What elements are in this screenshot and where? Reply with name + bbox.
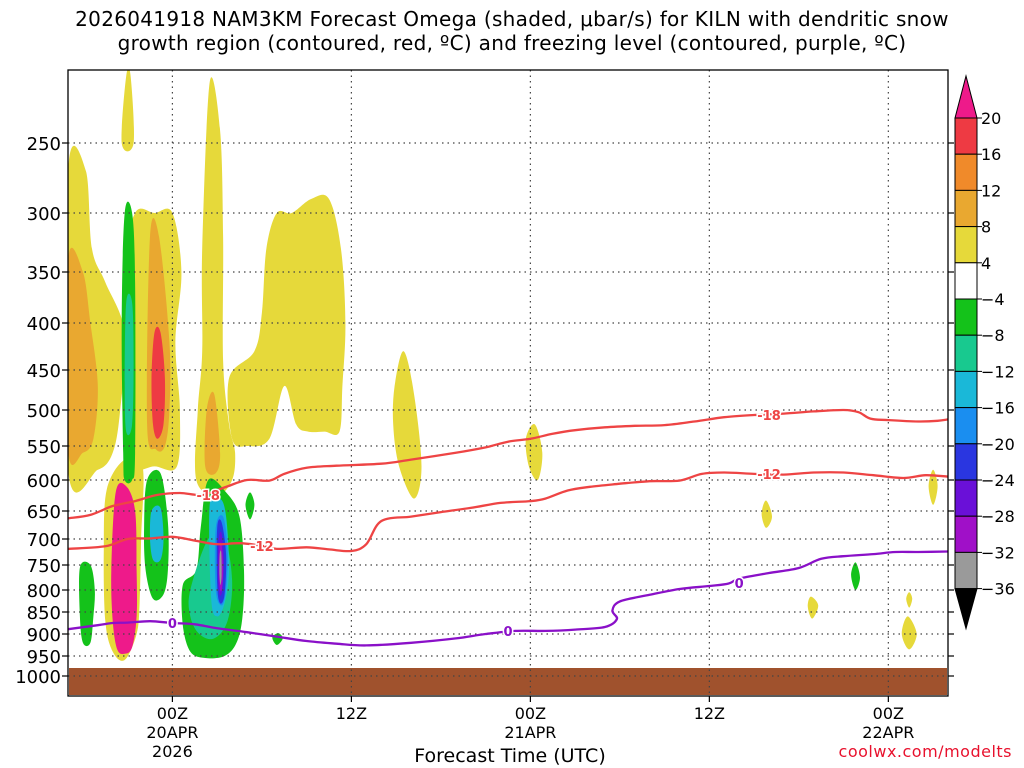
dgz-minus18-line (67, 408, 949, 520)
omega-region-20 (111, 482, 138, 655)
y-tick-label: 950 (27, 647, 61, 668)
omega-region-15 (204, 391, 221, 475)
freezing-level-label: 0 (168, 617, 177, 632)
colorbar-label: −28 (981, 507, 1015, 526)
y-tick-label: 300 (27, 204, 61, 225)
omega-region-9 (807, 596, 819, 619)
y-tick-label: 900 (27, 625, 61, 646)
colorbar-label: −36 (981, 580, 1015, 599)
credit-link[interactable]: coolwx.com/modelts (838, 742, 1012, 761)
omega-region-11 (906, 592, 913, 608)
y-tick-label: 700 (27, 530, 61, 551)
dgz-minus12-line (67, 471, 949, 553)
omega-region-30 (219, 550, 222, 585)
y-tick-label: 500 (27, 401, 61, 422)
y-tick-label: 800 (27, 581, 61, 602)
colorbar-label: 8 (981, 218, 991, 237)
omega-region-4 (121, 70, 134, 152)
colorbar: 20 16 12 8 4 −4 −8 −12 −16 −20 −24 −28 −32 −36 (954, 74, 1015, 631)
y-tick-label: 350 (27, 263, 61, 284)
dgz-minus12-label: -12 (757, 468, 781, 483)
omega-region-7 (525, 424, 543, 481)
y-tick-label: 400 (27, 314, 61, 335)
x-tick-label: 00Z (873, 704, 904, 723)
axes: 2503003504004505005506006507007508008509… (15, 69, 954, 761)
colorbar-swatch-11 (954, 515, 978, 553)
omega-region-12 (928, 469, 938, 505)
omega-region-19 (79, 561, 95, 647)
colorbar-label: −4 (981, 290, 1005, 309)
colorbar-swatch-12 (954, 551, 978, 590)
y-tick-label: 550 (27, 437, 61, 458)
y-tick-label: 600 (27, 471, 61, 492)
colorbar-top-arrow (954, 74, 978, 119)
omega-region-31 (245, 492, 255, 520)
x-tick-label: 00Z (515, 704, 546, 723)
colorbar-swatch-10 (954, 479, 978, 517)
freezing-level-label: 0 (735, 577, 744, 592)
omega-region-22 (149, 505, 164, 563)
colorbar-swatch-6 (954, 334, 978, 372)
omega-region-32 (272, 633, 283, 646)
colorbar-bottom-arrow (954, 588, 978, 631)
omega-region-14 (151, 326, 166, 439)
omega-region-3 (194, 77, 236, 496)
y-tick-label: 850 (27, 603, 61, 624)
colorbar-swatch-3 (954, 226, 978, 264)
x-axis-title: Forecast Time (UTC) (414, 745, 606, 767)
x-tick-label: 20APR (146, 723, 198, 742)
ground (69, 668, 947, 695)
x-tick-label: 12Z (694, 704, 725, 723)
colorbar-swatch-7 (954, 370, 978, 409)
colorbar-label: −16 (981, 399, 1015, 418)
freezing-level-label: 0 (503, 625, 512, 640)
x-tick-label: 00Z (157, 704, 188, 723)
omega-region-1 (68, 247, 98, 465)
omega-region-33 (851, 562, 860, 591)
colorbar-swatch-5 (954, 298, 978, 336)
omega-region-8 (761, 500, 772, 528)
omega-region-6 (392, 351, 422, 499)
x-tick-label: 12Z (336, 704, 367, 723)
colorbar-label: 4 (981, 254, 991, 273)
freezing-level-line (67, 550, 949, 647)
x-tick-label: 21APR (504, 723, 556, 742)
colorbar-swatch-8 (954, 407, 978, 445)
colorbar-label: −24 (981, 471, 1015, 490)
chart-title-line1: 2026041918 NAM3KM Forecast Omega (shaded… (75, 7, 949, 31)
y-tick-label: 650 (27, 502, 61, 523)
colorbar-label: −32 (981, 543, 1015, 562)
colorbar-label: 16 (981, 145, 1001, 164)
colorbar-label: −12 (981, 362, 1015, 381)
omega-shading (68, 70, 938, 661)
colorbar-label: 20 (981, 109, 1001, 128)
dgz-minus18-label: -18 (757, 409, 781, 424)
contours: -18 -18 -12 -12 0 0 0 (67, 408, 949, 647)
plot-frame (67, 69, 949, 697)
dgz-minus12-label: -12 (250, 540, 274, 555)
y-tick-label: 450 (27, 361, 61, 382)
y-tick-label: 1000 (15, 667, 61, 688)
chart-title-line2: growth region (contoured, red, ºC) and f… (117, 31, 907, 55)
colorbar-label: 12 (981, 181, 1001, 200)
omega-region-5 (227, 194, 346, 447)
x-tick-label: 2026 (152, 742, 193, 761)
colorbar-swatch-4 (954, 262, 978, 300)
y-tick-label: 250 (27, 134, 61, 155)
colorbar-swatch-1 (954, 153, 978, 191)
omega-region-10 (901, 616, 917, 650)
grid (68, 70, 948, 696)
omega-region-18 (124, 293, 134, 436)
dgz-minus18-label: -18 (196, 489, 220, 504)
x-tick-label: 22APR (862, 723, 914, 742)
colorbar-swatch-9 (954, 443, 978, 481)
colorbar-label: −20 (981, 435, 1015, 454)
colorbar-swatch-2 (954, 189, 978, 228)
y-tick-label: 750 (27, 556, 61, 577)
colorbar-swatch-0 (954, 117, 978, 155)
colorbar-label: −8 (981, 326, 1005, 345)
ground-surface (69, 668, 947, 695)
